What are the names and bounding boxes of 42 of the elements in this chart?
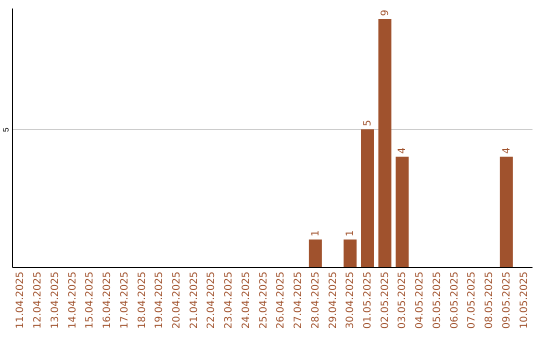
x-tick-label: 19.04.2025	[154, 272, 166, 329]
x-tick-label: 08.05.2025	[484, 272, 496, 329]
x-tick-label: 20.04.2025	[172, 272, 183, 329]
x-tick-label: 01.05.2025	[362, 272, 374, 329]
x-tick-label: 05.05.2025	[432, 272, 443, 329]
x-tick-label: 17.04.2025	[119, 272, 130, 329]
data-label: 4	[397, 147, 408, 154]
x-tick-label: 28.04.2025	[310, 272, 322, 329]
x-tick-label: 07.05.2025	[466, 272, 478, 329]
x-tick-label: 29.04.2025	[328, 272, 339, 329]
x-tick-label: 25.04.2025	[258, 272, 270, 329]
x-tick-label: 24.04.2025	[240, 272, 252, 329]
data-label: 1	[310, 230, 322, 236]
x-tick-label: 15.04.2025	[84, 272, 96, 329]
bar	[360, 129, 374, 267]
x-tick-label: 10.05.2025	[518, 272, 530, 329]
x-tick-label: 14.04.2025	[67, 272, 78, 329]
data-label: 4	[501, 147, 512, 154]
data-label: 5	[362, 120, 374, 126]
x-tick-label: 04.05.2025	[414, 272, 426, 329]
x-tick-label: 23.04.2025	[224, 272, 235, 329]
x-tick-label: 26.04.2025	[276, 272, 287, 329]
x-tick-label: 16.04.2025	[102, 272, 114, 329]
x-tick-label: 21.04.2025	[188, 272, 200, 329]
bar	[500, 156, 513, 267]
x-tick-label: 13.04.2025	[50, 272, 61, 329]
x-tick-label: 03.05.2025	[397, 272, 408, 329]
bar	[344, 239, 357, 267]
x-tick-label: 18.04.2025	[136, 272, 148, 329]
x-tick-label: 27.04.2025	[293, 272, 304, 329]
bar	[308, 239, 322, 267]
x-tick-label: 12.04.2025	[32, 272, 44, 329]
x-tick-label: 22.04.2025	[206, 272, 218, 329]
x-tick-label: 06.05.2025	[449, 272, 460, 329]
x-tick-label: 02.05.2025	[380, 272, 391, 329]
bar	[378, 19, 392, 267]
bar	[396, 156, 409, 267]
data-label: 1	[345, 230, 356, 236]
x-tick-label: 30.04.2025	[345, 272, 356, 329]
data-label: 9	[380, 10, 391, 16]
x-tick-label: 09.05.2025	[501, 272, 512, 329]
x-tick-label: 11.04.2025	[15, 272, 26, 329]
